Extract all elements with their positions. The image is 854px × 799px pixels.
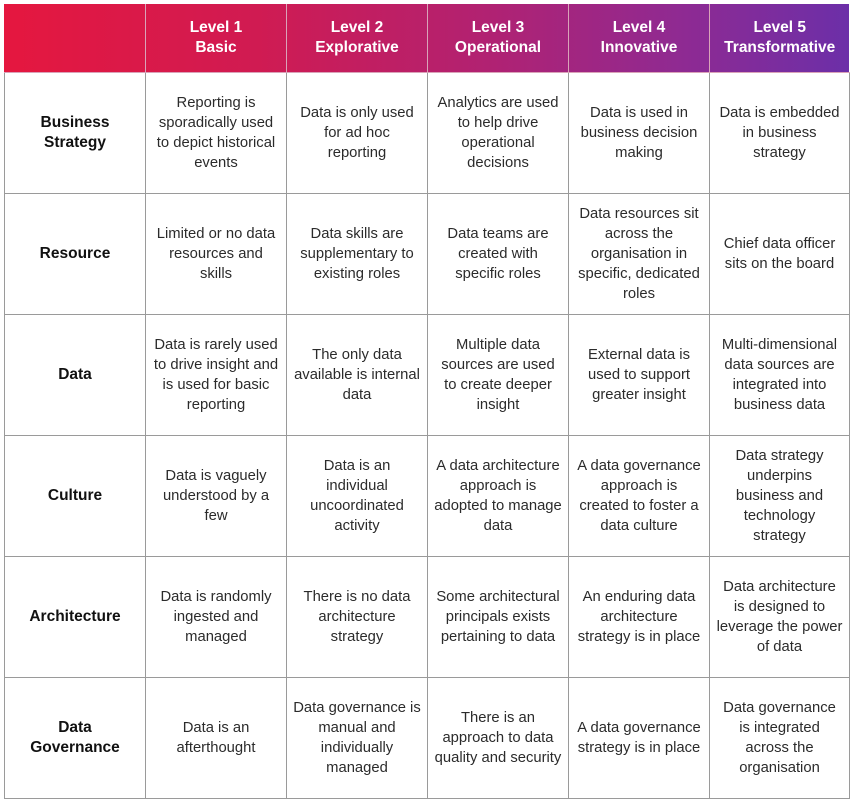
row-label-line: Strategy [43,133,107,151]
corner-cell [4,4,146,73]
table-cell: Multi-dimensional data sources are integ… [709,313,850,436]
header-level-1: Level 1 Basic [145,4,287,73]
table-cell: There is an approach to data quality and… [427,676,569,799]
table-cell: A data governance strategy is in place [568,676,710,799]
table-cell: Data is an individual uncoordinated acti… [286,434,428,557]
header-level-2: Level 2 Explorative [286,4,428,73]
table-cell: Limited or no data resources and skills [145,192,287,315]
row-label-culture: Culture [4,434,146,557]
table-row-data-governance: Data Governance Data is an afterthought … [4,676,850,799]
table-cell: Data architecture is designed to leverag… [709,555,850,678]
table-cell: Data teams are created with specific rol… [427,192,569,315]
table-cell: External data is used to support greater… [568,313,710,436]
table-cell: The only data available is internal data [286,313,428,436]
header-level-4: Level 4 Innovative [568,4,710,73]
header-row: Level 1 Basic Level 2 Explorative Level … [4,4,850,73]
header-level-label: Level 3 [471,18,525,36]
table-cell: An enduring data architecture strategy i… [568,555,710,678]
maturity-table: Level 1 Basic Level 2 Explorative Level … [4,4,850,799]
table-cell: Chief data officer sits on the board [709,192,850,315]
table-cell: Data governance is integrated across the… [709,676,850,799]
row-label-line: Business [40,113,110,131]
header-level-label: Level 2 [330,18,384,36]
table-row-business-strategy: Business Strategy Reporting is sporadica… [4,71,850,194]
header-level-label: Level 5 [753,18,807,36]
row-label-data-governance: Data Governance [4,676,146,799]
table-cell: Data is used in business decision making [568,71,710,194]
table-row-data: Data Data is rarely used to drive insigh… [4,313,850,436]
table-row-architecture: Architecture Data is randomly ingested a… [4,555,850,678]
header-level-5: Level 5 Transformative [709,4,850,73]
table-cell: Data is embedded in business strategy [709,71,850,194]
row-label-line: Data [58,718,92,736]
row-label-architecture: Architecture [4,555,146,678]
row-label-line: Data [58,365,92,383]
table-cell: Data skills are supplementary to existin… [286,192,428,315]
header-level-name: Operational [454,38,542,56]
table-cell: Data strategy underpins business and tec… [709,434,850,557]
table-cell: Data is rarely used to drive insight and… [145,313,287,436]
header-level-name: Innovative [600,38,678,56]
table-cell: Multiple data sources are used to create… [427,313,569,436]
row-label-line: Culture [47,486,103,504]
table-row-resource: Resource Limited or no data resources an… [4,192,850,315]
table-row-culture: Culture Data is vaguely understood by a … [4,434,850,557]
row-label-line: Resource [39,244,111,262]
header-level-label: Level 1 [189,18,243,36]
header-level-3: Level 3 Operational [427,4,569,73]
row-label-line: Governance [30,738,120,756]
header-level-label: Level 4 [612,18,666,36]
header-level-name: Explorative [315,38,399,56]
table-cell: Data governance is manual and individual… [286,676,428,799]
row-label-business-strategy: Business Strategy [4,71,146,194]
table-cell: Reporting is sporadically used to depict… [145,71,287,194]
header-level-name: Transformative [724,38,836,56]
table-cell: Data is vaguely understood by a few [145,434,287,557]
table-cell: Data resources sit across the organisati… [568,192,710,315]
header-level-name: Basic [195,38,237,56]
table-cell: Some architectural principals exists per… [427,555,569,678]
row-label-data: Data [4,313,146,436]
table-cell: Data is an afterthought [145,676,287,799]
table-cell: Data is only used for ad hoc reporting [286,71,428,194]
table-cell: Analytics are used to help drive operati… [427,71,569,194]
row-label-resource: Resource [4,192,146,315]
row-label-line: Architecture [29,607,121,625]
table-cell: There is no data architecture strategy [286,555,428,678]
table-cell: Data is randomly ingested and managed [145,555,287,678]
table-cell: A data architecture approach is adopted … [427,434,569,557]
table-cell: A data governance approach is created to… [568,434,710,557]
